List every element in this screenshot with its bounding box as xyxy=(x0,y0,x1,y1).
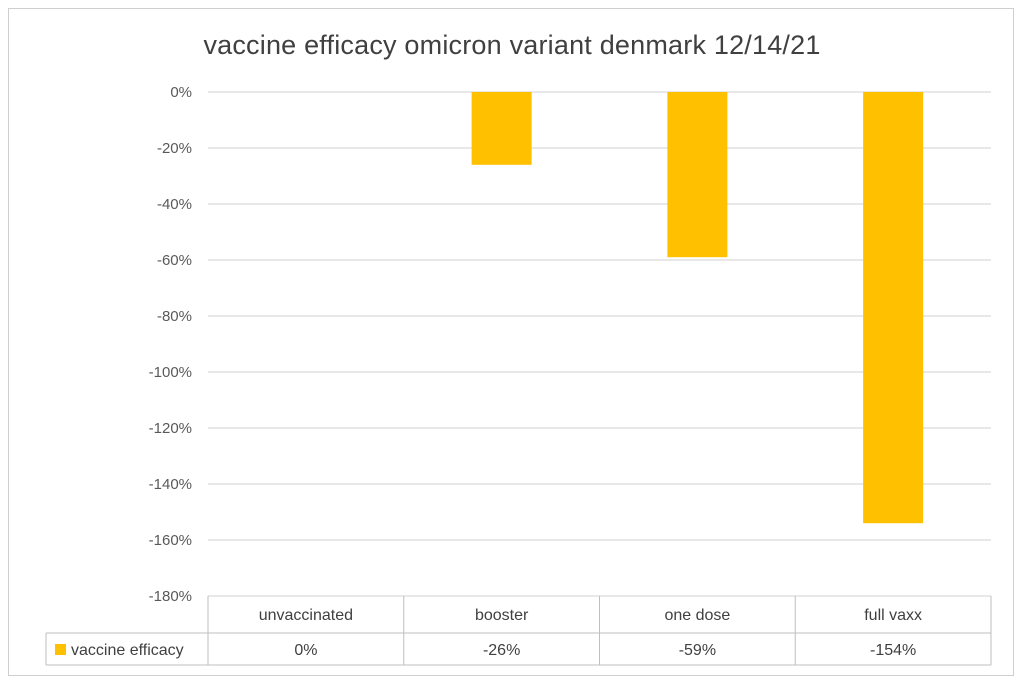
category-label: unvaccinated xyxy=(259,607,353,624)
data-label: -59% xyxy=(679,642,716,659)
y-tick-label: -60% xyxy=(157,252,192,269)
y-tick-label: -140% xyxy=(149,476,192,493)
legend-swatch xyxy=(55,644,66,655)
category-label: full vaxx xyxy=(864,607,922,624)
y-tick-label: -40% xyxy=(157,196,192,213)
bar xyxy=(667,92,728,258)
data-label: 0% xyxy=(294,642,317,659)
y-tick-label: -20% xyxy=(157,140,192,157)
category-label: booster xyxy=(475,607,529,624)
category-label: one dose xyxy=(664,607,730,624)
y-tick-label: 0% xyxy=(170,84,192,101)
y-tick-label: -180% xyxy=(149,588,192,605)
data-label: -154% xyxy=(870,642,916,659)
chart-title: vaccine efficacy omicron variant denmark… xyxy=(203,30,821,60)
y-tick-label: -120% xyxy=(149,420,192,437)
bar xyxy=(471,92,532,165)
bar xyxy=(863,92,924,524)
y-tick-label: -160% xyxy=(149,532,192,549)
data-label: -26% xyxy=(483,642,520,659)
legend-label: vaccine efficacy xyxy=(71,642,184,659)
y-tick-label: -100% xyxy=(149,364,192,381)
y-tick-label: -80% xyxy=(157,308,192,325)
